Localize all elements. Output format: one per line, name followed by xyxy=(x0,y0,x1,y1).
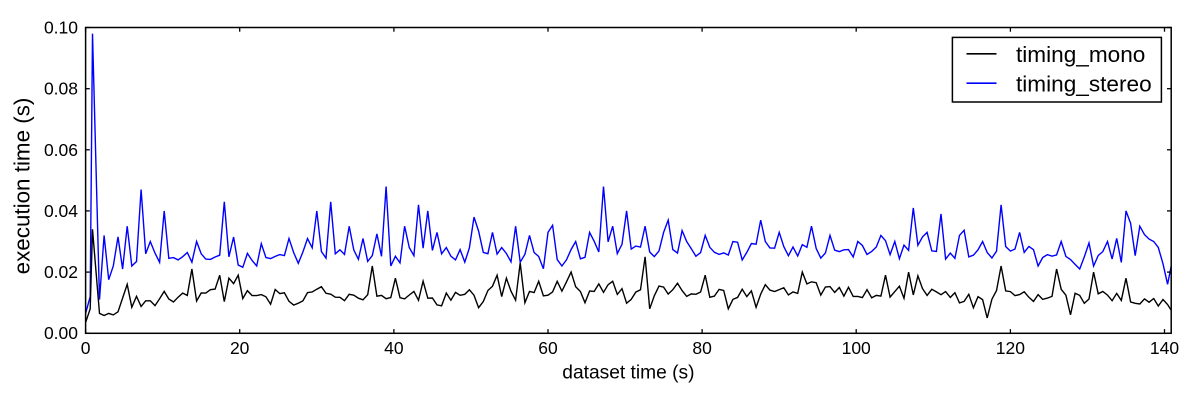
svg-text:0.08: 0.08 xyxy=(44,79,78,99)
svg-text:40: 40 xyxy=(384,338,404,358)
svg-text:100: 100 xyxy=(842,338,871,358)
svg-text:execution time (s): execution time (s) xyxy=(10,98,35,275)
svg-text:0.10: 0.10 xyxy=(44,18,78,38)
svg-text:0.06: 0.06 xyxy=(44,140,78,160)
svg-text:0.02: 0.02 xyxy=(44,262,78,282)
svg-text:timing_mono: timing_mono xyxy=(1016,42,1145,67)
svg-text:0: 0 xyxy=(81,338,91,358)
svg-text:0.04: 0.04 xyxy=(44,201,78,221)
svg-text:80: 80 xyxy=(692,338,712,358)
svg-text:0.00: 0.00 xyxy=(44,323,78,343)
svg-text:timing_stereo: timing_stereo xyxy=(1016,71,1152,96)
svg-text:120: 120 xyxy=(996,338,1025,358)
svg-text:dataset time (s): dataset time (s) xyxy=(562,363,694,384)
svg-text:20: 20 xyxy=(230,338,250,358)
svg-text:140: 140 xyxy=(1150,338,1179,358)
svg-text:60: 60 xyxy=(538,338,558,358)
